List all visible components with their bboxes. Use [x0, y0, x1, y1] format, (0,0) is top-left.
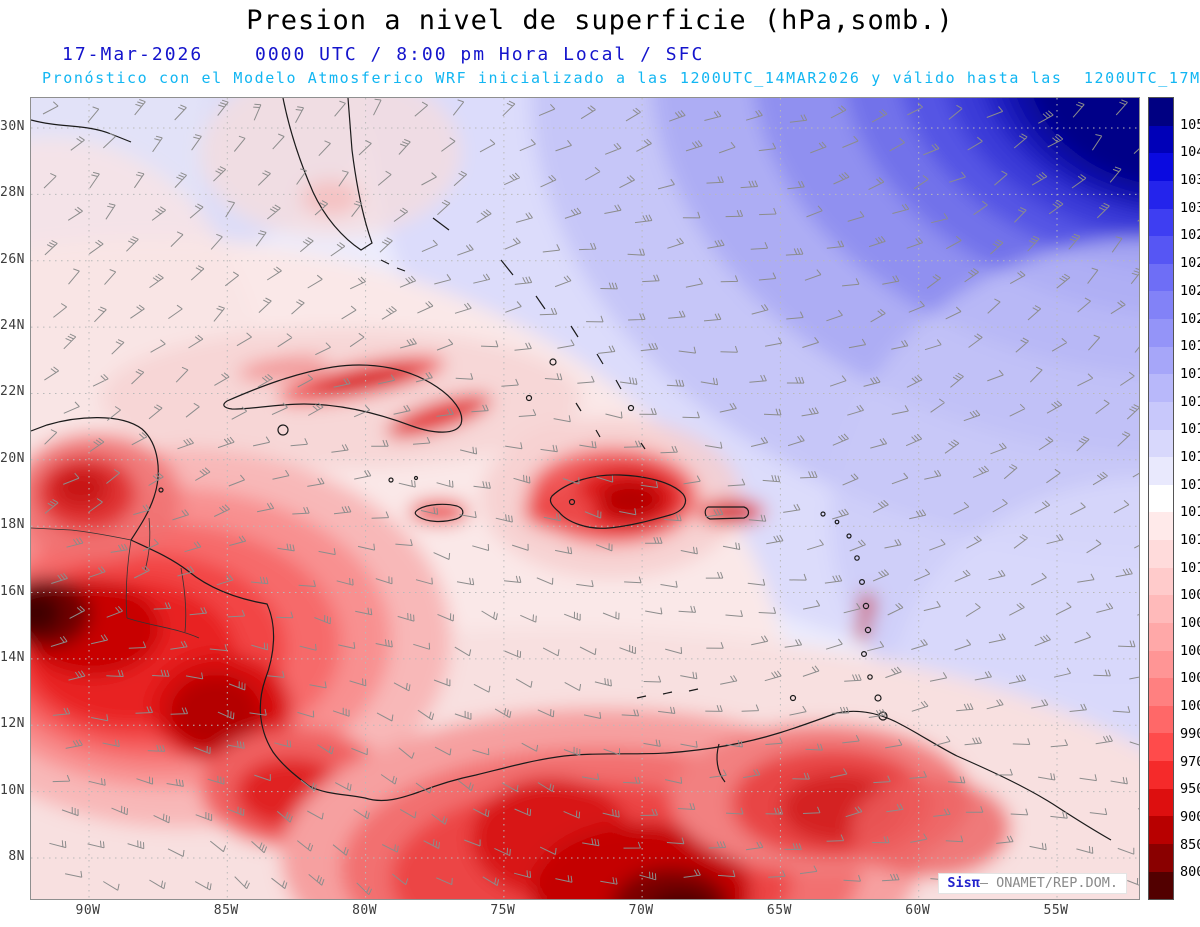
colorbar-value: 1040 — [1180, 144, 1200, 161]
colorbar-segment — [1149, 374, 1173, 402]
colorbar-segment — [1149, 153, 1173, 181]
colorbar-segment — [1149, 567, 1173, 596]
colorbar-segment — [1149, 512, 1173, 540]
lat-label: 18N — [0, 517, 25, 533]
colorbar-segment — [1149, 125, 1173, 154]
colorbar-labels: 1050 1040 1035 1030 1028 1025 1022 1020 1019 1018… — [1180, 97, 1200, 900]
colorbar-segment — [1149, 705, 1173, 734]
valid-time-row: 17-Mar-2026 0000 UTC / 8:00 pm Hora Loca… — [0, 44, 1200, 68]
lat-label: 28N — [0, 185, 25, 201]
colorbar-value: 1025 — [1180, 255, 1200, 272]
colorbar-value: 1002 — [1180, 670, 1200, 687]
credit-org: — ONAMET/REP.DOM. — [979, 875, 1118, 891]
lat-label: 10N — [0, 782, 25, 798]
lat-label: 30N — [0, 119, 25, 134]
colorbar-value: 1018 — [1180, 365, 1200, 382]
colorbar-value: 990 — [1180, 725, 1200, 742]
colorbar-value: 1004 — [1180, 642, 1200, 659]
colorbar-segment — [1149, 429, 1173, 458]
colorbar-value: 1017 — [1180, 393, 1200, 410]
colorbar-value: 1020 — [1180, 310, 1200, 327]
colorbar-value: 1012 — [1180, 532, 1200, 549]
sispi-logo: Sisπ — [947, 875, 980, 891]
colorbar-value: 800 — [1180, 864, 1200, 881]
colorbar-segment — [1149, 540, 1173, 568]
page-title: Presion a nivel de superficie (hPa,somb.… — [246, 5, 954, 36]
colorbar-segment — [1149, 650, 1173, 679]
pressure-shading-layer — [31, 98, 1139, 899]
lat-label: 26N — [0, 251, 25, 267]
longitude-axis: 90W 85W 80W 75W 70W 65W 60W 55W — [30, 903, 1140, 923]
colorbar-segment — [1149, 816, 1173, 844]
colorbar-segment — [1149, 236, 1173, 264]
valid-date: 17-Mar-2026 — [62, 44, 204, 65]
colorbar-value: 1028 — [1180, 227, 1200, 244]
colorbar-segment — [1149, 788, 1173, 817]
colorbar-segment — [1149, 291, 1173, 319]
coastlines-layer — [31, 98, 1112, 841]
colorbar-value: 950 — [1180, 781, 1200, 798]
colorbar-value: 1019 — [1180, 338, 1200, 355]
colorbar-value: 1008 — [1180, 587, 1200, 604]
colorbar-segment — [1149, 401, 1173, 430]
valid-time: 0000 UTC / 8:00 pm Hora Local / SFC — [255, 44, 705, 65]
lat-label: 20N — [0, 450, 25, 466]
colorbar-value: 850 — [1180, 836, 1200, 853]
lon-label: 65W — [766, 903, 792, 918]
map-plot-area: Sisπ— ONAMET/REP.DOM. — [30, 97, 1140, 900]
colorbar-value: 1015 — [1180, 448, 1200, 465]
lon-label: 85W — [213, 903, 239, 918]
credit-badge: Sisπ— ONAMET/REP.DOM. — [938, 873, 1127, 894]
pressure-map-canvas — [31, 98, 1139, 899]
colorbar-value: 1016 — [1180, 421, 1200, 438]
lon-label: 55W — [1043, 903, 1069, 918]
colorbar-value: 1030 — [1180, 199, 1200, 216]
colorbar-segment — [1149, 319, 1173, 347]
colorbar-segment — [1149, 871, 1173, 900]
lat-label: 8N — [8, 849, 25, 864]
lon-label: 80W — [352, 903, 378, 918]
colorbar-value: 900 — [1180, 808, 1200, 825]
lat-label: 24N — [0, 318, 25, 334]
lon-label: 90W — [75, 903, 101, 918]
lat-label: 16N — [0, 583, 25, 599]
colorbar-value: 1022 — [1180, 282, 1200, 299]
colorbar-segment — [1149, 843, 1173, 872]
latitude-axis: 30N 28N 26N 24N 22N 20N 18N 16N 14N 12N 10N 8N — [0, 97, 27, 900]
lon-label: 70W — [628, 903, 654, 918]
lon-label: 75W — [490, 903, 516, 918]
lon-label: 60W — [905, 903, 931, 918]
colorbar-value: 970 — [1180, 753, 1200, 770]
colorbar-value: 1000 — [1180, 698, 1200, 715]
colorbar-segment — [1149, 678, 1173, 706]
lat-label: 14N — [0, 649, 25, 665]
colorbar-segment — [1149, 733, 1173, 761]
colorbar-value: 1050 — [1180, 116, 1200, 133]
colorbar-value: 1013 — [1180, 504, 1200, 521]
colorbar-segment — [1149, 180, 1173, 209]
colorbar-segment — [1149, 622, 1173, 651]
colorbar-segment — [1149, 595, 1173, 623]
colorbar-segment — [1149, 761, 1173, 789]
colorbar-value: 1006 — [1180, 615, 1200, 632]
lat-label: 12N — [0, 716, 25, 732]
colorbar-segment — [1149, 346, 1173, 375]
lat-label: 22N — [0, 384, 25, 400]
colorbar-segment — [1149, 457, 1173, 485]
colorbar-value: 1014 — [1180, 476, 1200, 493]
colorbar-segment — [1149, 263, 1173, 292]
colorbar-segment — [1149, 484, 1173, 513]
colorbar — [1148, 97, 1174, 900]
colorbar-segment — [1149, 208, 1173, 237]
forecast-line: Pronóstico con el Modelo Atmosferico WRF… — [42, 69, 1200, 87]
colorbar-segment — [1149, 98, 1173, 126]
wind-barbs-layer — [42, 98, 1139, 896]
colorbar-value: 1035 — [1180, 172, 1200, 189]
